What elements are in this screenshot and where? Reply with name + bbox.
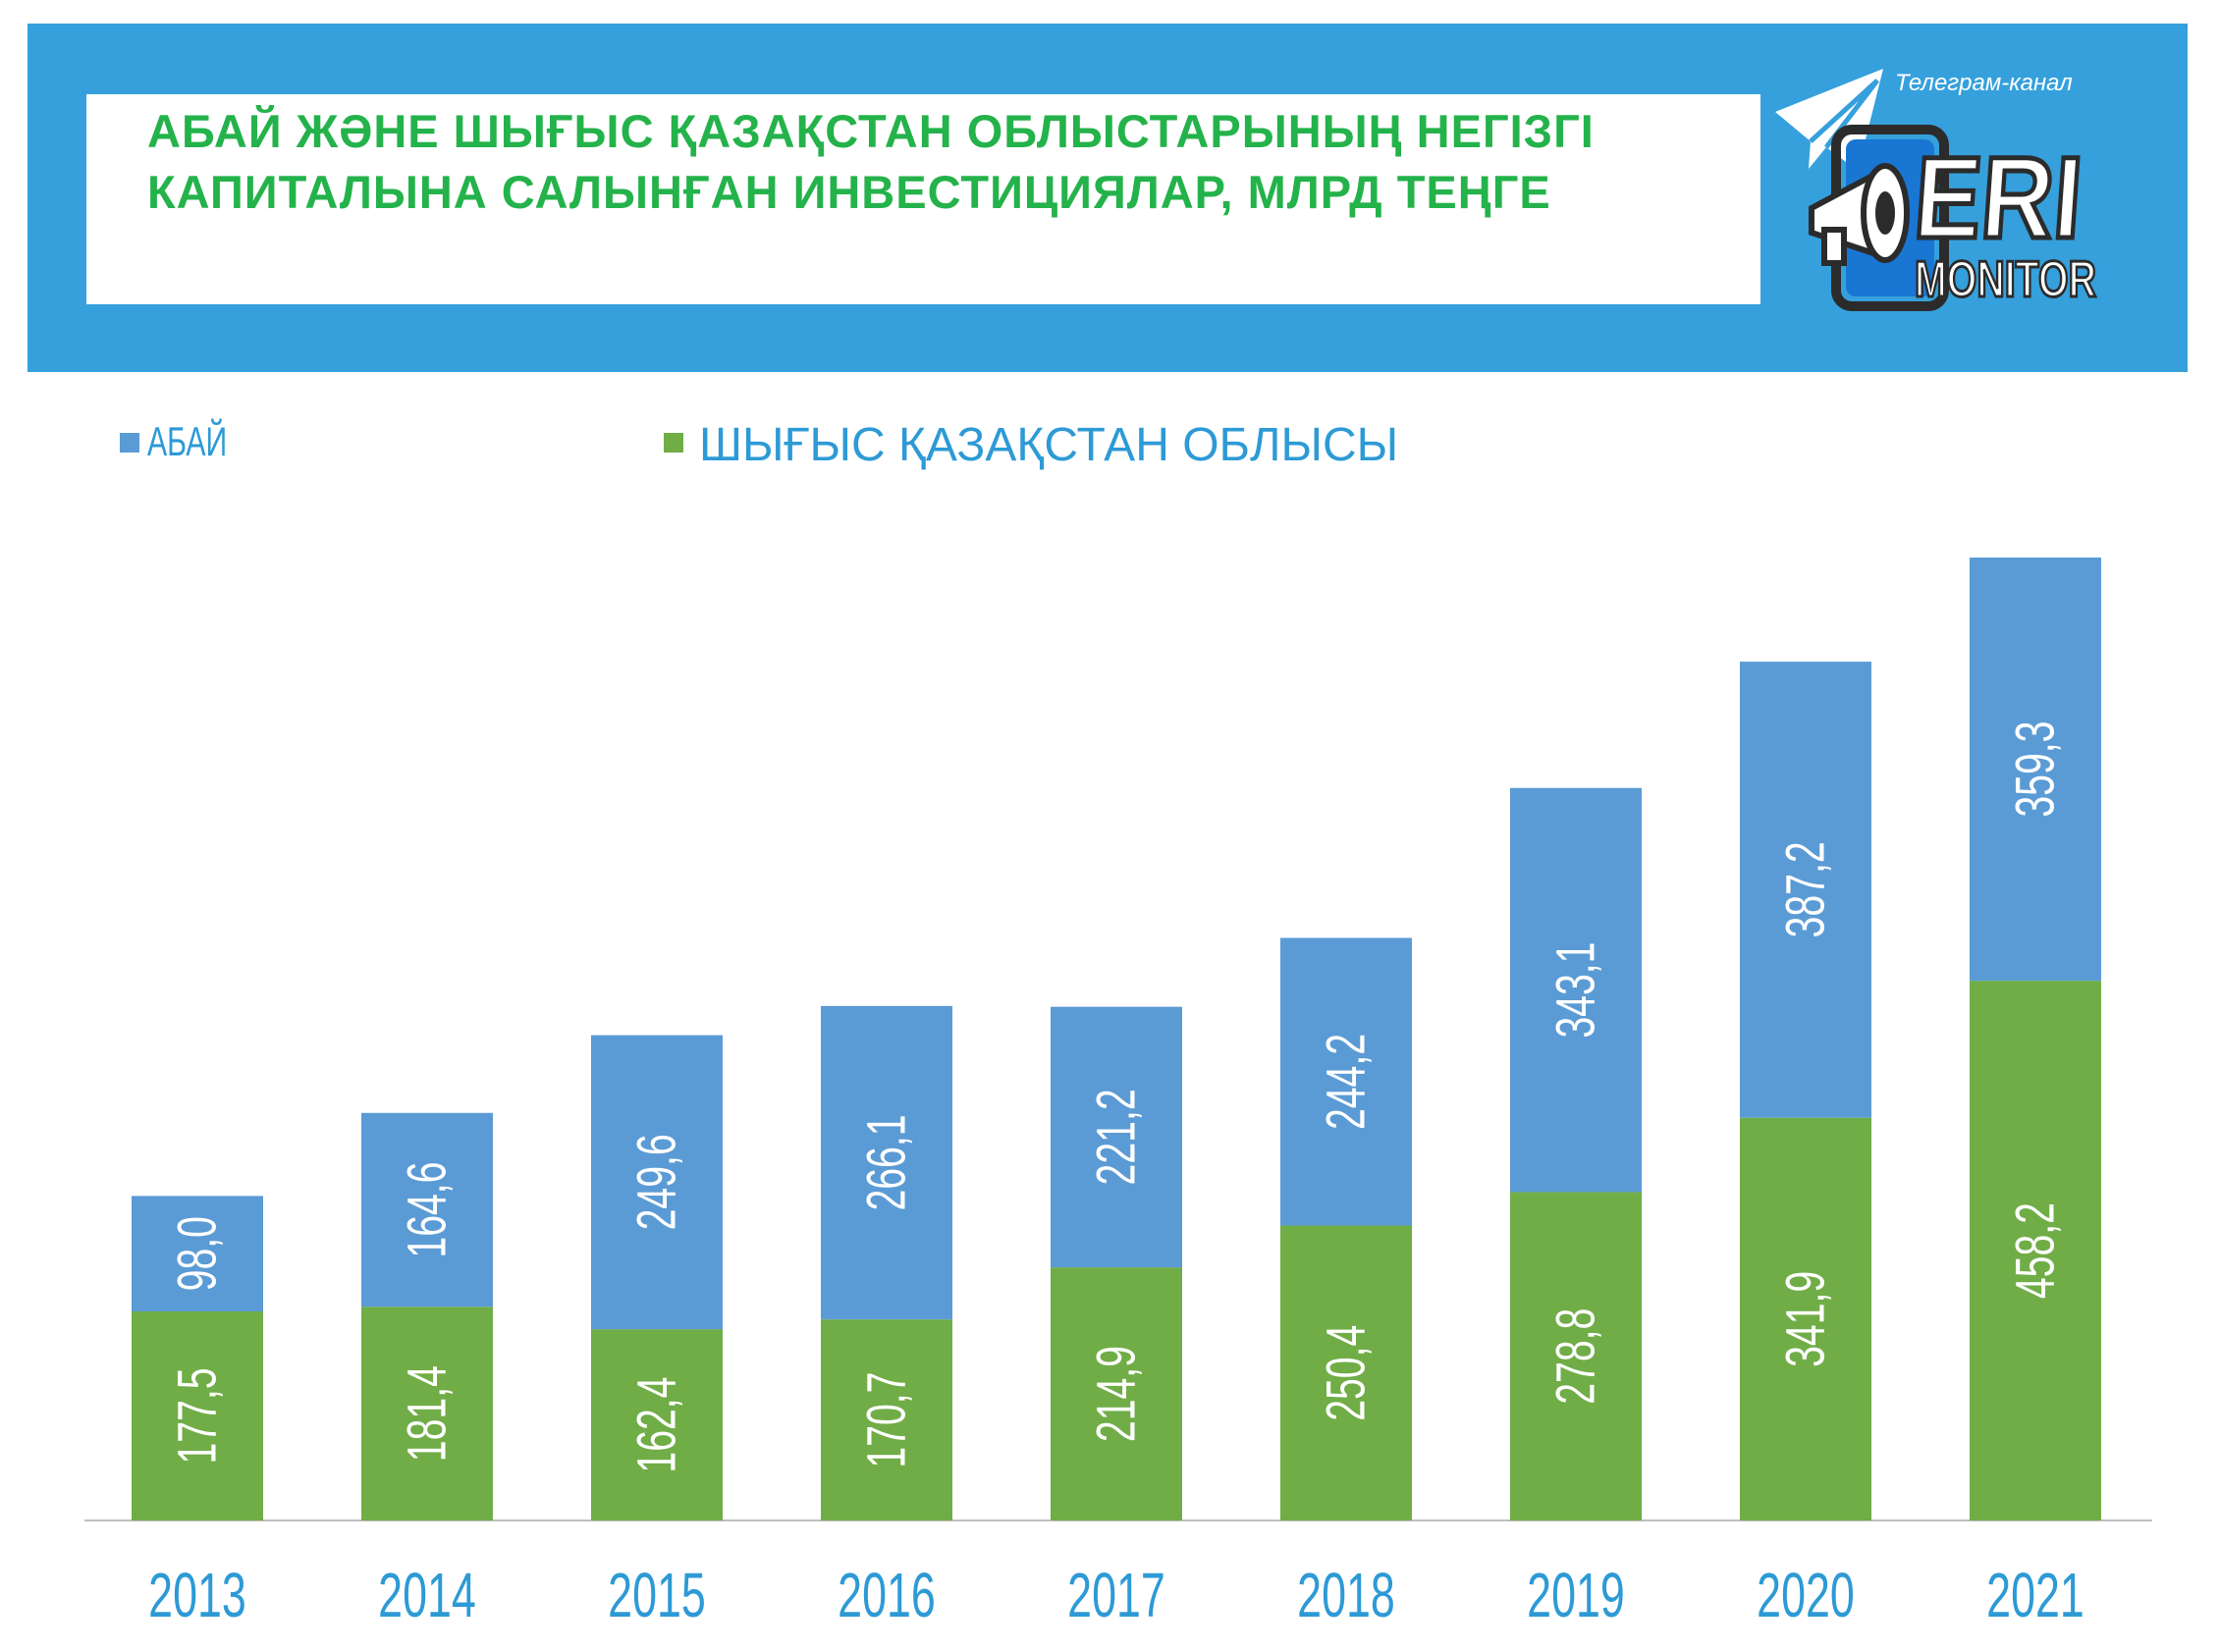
x-tick-label-2015: 2015 <box>608 1560 706 1630</box>
x-tick-label-2016: 2016 <box>838 1560 936 1630</box>
bar-east-kz-2015 <box>591 1329 723 1520</box>
legend-label-east-kz: ШЫҒЫС ҚАЗАҚСТАН ОБЛЫСЫ <box>699 419 1399 471</box>
data-label-east-kz-2019: 278,8 <box>1545 1308 1607 1405</box>
data-label-abai-2017: 221,2 <box>1086 1089 1148 1185</box>
bar-abai-2013 <box>132 1196 263 1311</box>
x-tick-label-2014: 2014 <box>378 1560 476 1630</box>
eri-monitor-logo: Телеграм-канал ERI MONITOR <box>1775 69 2098 311</box>
data-label-abai-2018: 244,2 <box>1316 1034 1378 1130</box>
data-label-abai-2020: 387,2 <box>1775 841 1837 937</box>
data-label-east-kz-2018: 250,4 <box>1316 1325 1378 1421</box>
data-label-abai-2016: 266,1 <box>856 1114 918 1210</box>
x-tick-label-2021: 2021 <box>1986 1560 2084 1630</box>
data-label-abai-2021: 359,3 <box>2005 721 2067 818</box>
logo-word-eri: ERI <box>1911 133 2086 263</box>
bar-abai-2016 <box>821 1005 952 1320</box>
megaphone-icon <box>1809 163 1910 266</box>
bar-east-kz-2019 <box>1510 1192 1642 1520</box>
x-tick-label-2020: 2020 <box>1757 1560 1855 1630</box>
legend-swatch-abai <box>120 433 139 453</box>
data-label-east-kz-2021: 458,2 <box>2005 1202 2067 1299</box>
chart-title-line-2: КАПИТАЛЫНА САЛЫНҒАН ИНВЕСТИЦИЯЛАР, МЛРД … <box>147 166 1551 218</box>
data-label-east-kz-2016: 170,7 <box>856 1372 918 1468</box>
logo-caption: Телеграм-канал <box>1895 70 2073 96</box>
data-label-abai-2013: 98,0 <box>167 1216 229 1291</box>
bar-east-kz-2017 <box>1051 1267 1182 1520</box>
bar-east-kz-2013 <box>132 1311 263 1520</box>
bar-abai-2019 <box>1510 787 1642 1193</box>
chart-title-line-1: АБАЙ ЖӘНЕ ШЫҒЫС ҚАЗАҚСТАН ОБЛЫСТАРЫНЫҢ Н… <box>147 105 1595 157</box>
x-tick-label-2017: 2017 <box>1067 1560 1165 1630</box>
x-tick-label-2019: 2019 <box>1527 1560 1625 1630</box>
data-label-east-kz-2015: 162,4 <box>626 1377 688 1473</box>
data-label-east-kz-2020: 341,9 <box>1775 1271 1837 1367</box>
bar-east-kz-2018 <box>1280 1225 1412 1520</box>
data-label-east-kz-2014: 181,4 <box>397 1365 459 1462</box>
data-label-abai-2014: 164,6 <box>397 1162 459 1258</box>
bar-abai-2018 <box>1280 937 1412 1226</box>
x-tick-label-2013: 2013 <box>148 1560 246 1630</box>
legend-swatch-east-kz <box>664 433 683 453</box>
title-box: АБАЙ ЖӘНЕ ШЫҒЫС ҚАЗАҚСТАН ОБЛЫСТАРЫНЫҢ Н… <box>86 94 1760 304</box>
bar-abai-2015 <box>591 1035 723 1330</box>
bar-abai-2017 <box>1051 1006 1182 1268</box>
bar-east-kz-2021 <box>1970 981 2101 1520</box>
data-label-east-kz-2017: 214,9 <box>1086 1346 1148 1442</box>
bar-abai-2020 <box>1740 662 1871 1118</box>
bar-east-kz-2014 <box>361 1306 493 1520</box>
bar-abai-2021 <box>1970 558 2101 982</box>
data-label-abai-2019: 343,1 <box>1545 942 1607 1039</box>
bar-abai-2014 <box>361 1112 493 1307</box>
data-label-abai-2015: 249,6 <box>626 1134 688 1230</box>
bar-east-kz-2020 <box>1740 1117 1871 1520</box>
bar-east-kz-2016 <box>821 1319 952 1520</box>
x-tick-label-2018: 2018 <box>1297 1560 1395 1630</box>
data-label-east-kz-2013: 177,5 <box>167 1367 229 1464</box>
logo-word-monitor: MONITOR <box>1915 251 2096 308</box>
legend-label-abai: АБАЙ <box>147 418 228 464</box>
